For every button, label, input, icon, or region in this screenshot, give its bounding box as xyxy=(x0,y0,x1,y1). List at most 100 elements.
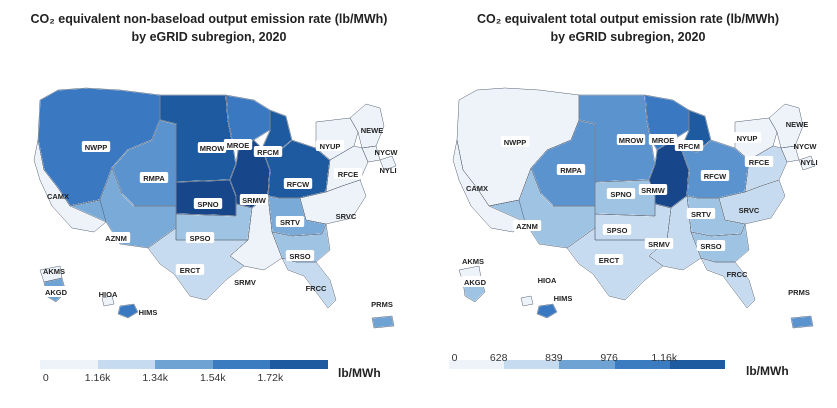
region-label-text: PRMS xyxy=(788,288,810,297)
region-label-box xyxy=(315,140,345,151)
region-label-box xyxy=(512,220,542,231)
region-label-box xyxy=(460,276,490,287)
region-label-prms: PRMS xyxy=(788,288,810,297)
region-label-rfce: RFCE xyxy=(744,156,774,167)
region-label-mrow: MROW xyxy=(197,142,227,153)
region-label-text: CAMX xyxy=(47,192,69,201)
region-label-text: SPSO xyxy=(607,226,628,235)
region-label-rfce: RFCE xyxy=(333,168,363,179)
map-title-line1: CO₂ equivalent non-baseload output emiss… xyxy=(30,12,388,26)
region-label-text: NYLI xyxy=(800,158,817,167)
region-label-box xyxy=(101,232,131,243)
region-label-text: RFCM xyxy=(678,142,700,151)
region-label-srmw: SRMW xyxy=(239,194,269,205)
region-label-srvc: SRVC xyxy=(336,212,357,221)
region-label-text: SPSO xyxy=(190,234,211,243)
legend-tick-label: 1.72k xyxy=(257,372,284,384)
region-label-aznm: AZNM xyxy=(512,220,542,231)
region-label-mroe: MROE xyxy=(648,134,678,145)
region-label-text: RFCW xyxy=(287,180,310,189)
region-label-text: AKGD xyxy=(45,288,68,297)
region-label-frcc: FRCC xyxy=(727,270,748,279)
color-legend: lb/MWh 0 628 839 976 1.16k xyxy=(449,352,829,400)
region-label-akms: AKMS xyxy=(462,257,484,266)
region-label-erct: ERCT xyxy=(175,264,205,275)
region-label-text: MROW xyxy=(619,136,644,145)
region-label-nyup: NYUP xyxy=(315,140,345,151)
legend-swatch xyxy=(559,360,615,369)
region-label-text: SRMV xyxy=(234,278,256,287)
region-label-text: NWPP xyxy=(85,143,108,152)
region-label-hims: HIMS xyxy=(139,308,158,317)
region-label-rfcw: RFCW xyxy=(700,170,730,181)
region-label-akms: AKMS xyxy=(43,267,65,276)
region-label-hioa: HIOA xyxy=(538,276,557,285)
region-label-text: HIOA xyxy=(99,290,118,299)
legend-swatch xyxy=(449,360,505,369)
region-label-text: MROE xyxy=(227,141,250,150)
region-label-text: AZNM xyxy=(516,222,538,231)
region-label-erct: ERCT xyxy=(594,254,624,265)
region-label-nycw: NYCW xyxy=(375,148,399,157)
map-panel-non-baseload: CO₂ equivalent non-baseload output emiss… xyxy=(0,0,418,408)
region-label-text: AKGD xyxy=(464,278,487,287)
region-label-text: NYUP xyxy=(737,134,758,143)
region-label-text: CAMX xyxy=(466,184,488,193)
region-label-box xyxy=(253,146,283,157)
region-label-box xyxy=(744,156,774,167)
region-label-aznm: AZNM xyxy=(101,232,131,243)
map-panel-total: CO₂ equivalent total output emission rat… xyxy=(419,0,837,408)
region-label-frcc: FRCC xyxy=(306,284,327,293)
region-outline xyxy=(33,87,397,329)
region-label-text: NWPP xyxy=(504,138,527,147)
region-label-text: SRVC xyxy=(739,206,760,215)
region-label-text: SPNO xyxy=(197,200,218,209)
region-label-nwpp: NWPP xyxy=(500,136,530,147)
region-label-rfcm: RFCM xyxy=(253,146,283,157)
legend-tick-label: 1.16k xyxy=(651,352,678,364)
region-label-nycw: NYCW xyxy=(794,142,818,151)
map-title-line1: CO₂ equivalent total output emission rat… xyxy=(476,12,780,26)
regions-layer xyxy=(452,87,816,329)
region-label-text: RFCE xyxy=(338,170,358,179)
region-label-rmpa: RMPA xyxy=(139,172,169,183)
region-label-hioa: HIOA xyxy=(99,290,118,299)
region-label-srmv: SRMV xyxy=(644,238,674,249)
region-label-camx: CAMX xyxy=(47,192,69,201)
region-label-box xyxy=(283,178,313,189)
legend-unit: lb/MWh xyxy=(746,364,789,378)
region-label-rfcw: RFCW xyxy=(283,178,313,189)
legend-tick-label: 0 xyxy=(42,372,49,384)
region-label-text: SRMV xyxy=(648,240,670,249)
region-label-box xyxy=(275,216,305,227)
region-label-text: HIMS xyxy=(554,294,573,303)
region-label-rfcm: RFCM xyxy=(674,140,704,151)
region-label-box xyxy=(616,134,646,145)
legend-tick-label: 1.54k xyxy=(199,372,226,384)
region-label-srtv: SRTV xyxy=(275,216,305,227)
region-label-text: RMPA xyxy=(560,166,582,175)
region-label-box xyxy=(686,208,716,219)
region-label-text: AKMS xyxy=(462,257,484,266)
region-label-spno: SPNO xyxy=(606,188,636,199)
region-label-rmpa: RMPA xyxy=(556,164,586,175)
region-label-text: NEWE xyxy=(361,126,384,135)
legend-swatch xyxy=(212,360,271,369)
legend-swatch xyxy=(614,360,670,369)
region-label-text: NYCW xyxy=(794,142,818,151)
region-label-text: FRCC xyxy=(727,270,748,279)
region-label-box xyxy=(230,276,260,287)
legend-swatch xyxy=(97,360,156,369)
region-label-newe: NEWE xyxy=(361,126,384,135)
region-label-text: SRTV xyxy=(691,210,711,219)
region-label-box xyxy=(285,250,315,261)
region-label-text: SRSO xyxy=(289,252,310,261)
region-label-srvc: SRVC xyxy=(739,206,760,215)
region-label-box xyxy=(175,264,205,275)
region-label-text: PRMS xyxy=(371,300,393,309)
map-title-line2: by eGRID subregion, 2020 xyxy=(550,30,706,44)
region-label-srso: SRSO xyxy=(285,250,315,261)
region-label-box xyxy=(696,240,726,251)
